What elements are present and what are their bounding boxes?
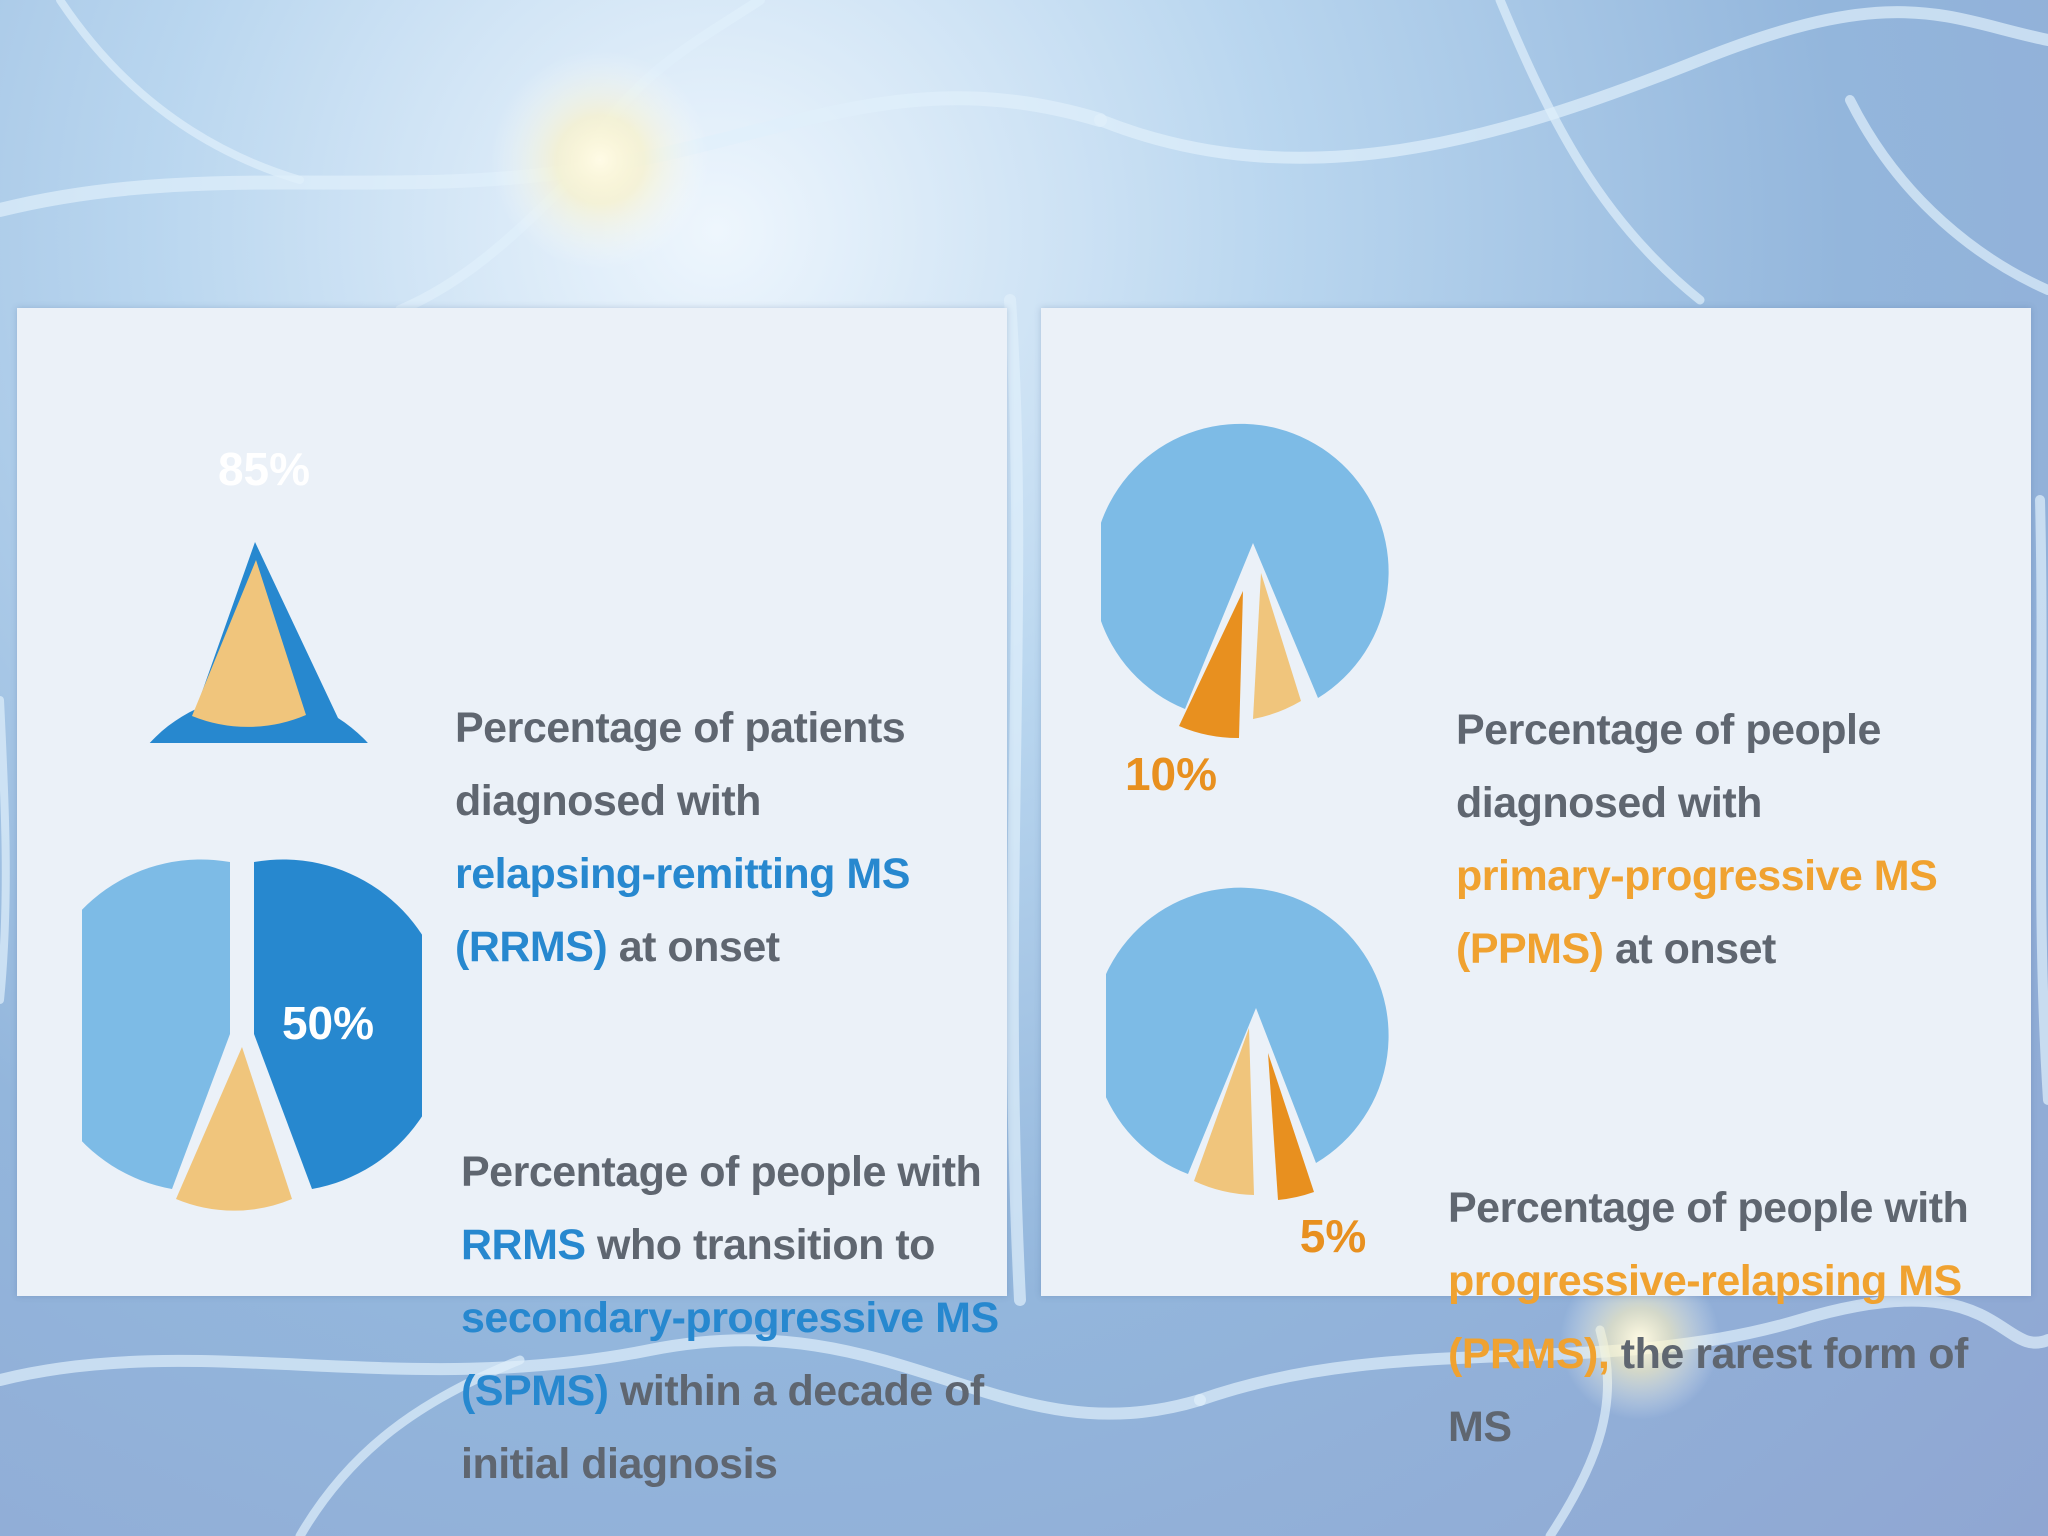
rrms-highlight: relapsing-remitting MS xyxy=(455,850,910,898)
left-panel: 85% Percentage of patients diagnosed wit… xyxy=(17,308,1007,1488)
spms-tail: within a decade of xyxy=(608,1367,984,1415)
pie-slice-ppms-rest xyxy=(1253,573,1301,719)
ppms-abbr: (PPMS) xyxy=(1456,925,1604,973)
ppms-tail: at onset xyxy=(1603,925,1776,973)
spms-abbr: (SPMS) xyxy=(461,1367,609,1415)
ppms-line1: Percentage of people xyxy=(1456,706,1881,754)
rrms-tail: at onset xyxy=(607,923,780,971)
pie-slice-spms-rest xyxy=(176,1047,292,1211)
rrms-line1: Percentage of patients xyxy=(455,704,906,752)
ppms-description: Percentage of people diagnosed with prim… xyxy=(1456,694,1938,986)
pie-slice-spms-dark xyxy=(254,859,422,1189)
pie-label-10: 10% xyxy=(1125,748,1217,800)
pie-label-85: 85% xyxy=(218,443,310,495)
ppms-line2: diagnosed with xyxy=(1456,779,1762,827)
pie-chart-spms: 50% xyxy=(82,859,422,1211)
pie-slice-rrms-rest xyxy=(192,560,306,727)
spms-description: Percentage of people with RRMS who trans… xyxy=(461,1136,999,1501)
rrms-description: Percentage of patients diagnosed with re… xyxy=(455,692,910,984)
rrms-abbr: (RRMS) xyxy=(455,923,608,971)
spms-line5: initial diagnosis xyxy=(461,1440,778,1488)
prms-description: Percentage of people with progressive-re… xyxy=(1448,1172,2031,1464)
pie-slice-prms-rest xyxy=(1194,1028,1254,1195)
prms-highlight: progressive-relapsing MS xyxy=(1448,1257,1962,1305)
pie-chart-ppms: 10% xyxy=(1101,423,1389,800)
pie-chart-prms: 5% xyxy=(1106,887,1389,1262)
pie-slice-ppms-10 xyxy=(1179,591,1243,739)
pie-label-5: 5% xyxy=(1300,1210,1366,1262)
spms-line1: Percentage of people with xyxy=(461,1148,982,1196)
rrms-line2: diagnosed with xyxy=(455,777,761,825)
pie-label-50: 50% xyxy=(282,997,374,1049)
spms-highlight-b: secondary-progressive MS xyxy=(461,1294,999,1342)
pie-slice-prms-main xyxy=(1106,887,1389,1174)
ppms-highlight: primary-progressive MS xyxy=(1456,852,1938,900)
prms-abbr: (PRMS), xyxy=(1448,1330,1610,1378)
spms-line2-tail: who transition to xyxy=(585,1221,935,1269)
pie-chart-rrms: 85% xyxy=(149,443,368,743)
right-panel: 10% Percentage of people diagnosed with … xyxy=(1041,308,2031,1451)
pie-slice-spms-light xyxy=(82,859,230,1189)
prms-line1: Percentage of people with xyxy=(1448,1184,1969,1232)
spms-highlight-a: RRMS xyxy=(461,1221,586,1269)
pie-slice-ppms-main xyxy=(1101,423,1389,709)
pie-slice-prms-5 xyxy=(1268,1053,1314,1200)
prms-tail: the rarest form of MS xyxy=(1448,1330,1968,1451)
